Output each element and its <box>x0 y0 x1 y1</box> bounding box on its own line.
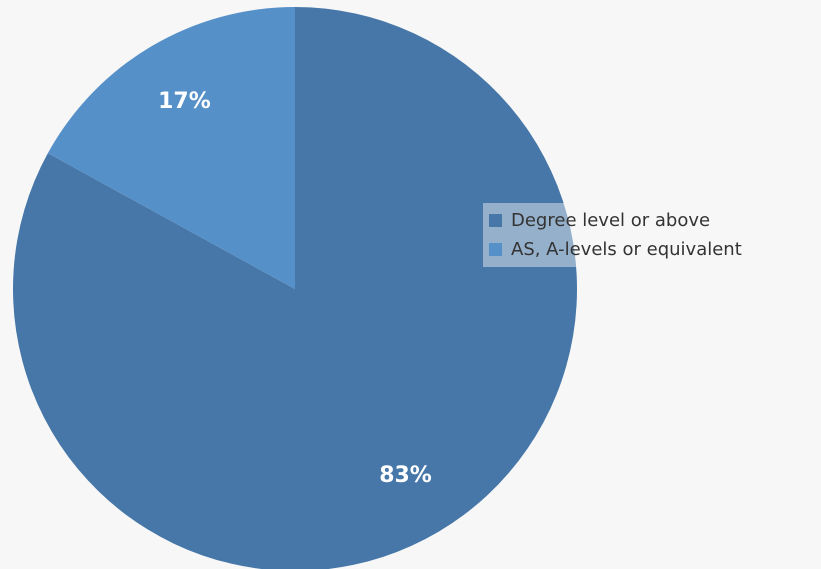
legend-item-degree: Degree level or above <box>489 206 742 235</box>
legend: Degree level or above AS, A-levels or eq… <box>483 203 748 267</box>
legend-label-degree: Degree level or above <box>511 210 711 231</box>
legend-item-a-levels: AS, A-levels or equivalent <box>489 235 742 264</box>
data-label-a-levels: 17% <box>158 89 211 114</box>
pie-slice-degree <box>13 7 577 569</box>
legend-swatch-degree <box>489 214 502 227</box>
pie-slice-a-levels <box>47 7 295 289</box>
data-label-degree: 83% <box>379 463 432 488</box>
legend-swatch-a-levels <box>489 243 502 256</box>
legend-label-a-levels: AS, A-levels or equivalent <box>511 239 742 260</box>
